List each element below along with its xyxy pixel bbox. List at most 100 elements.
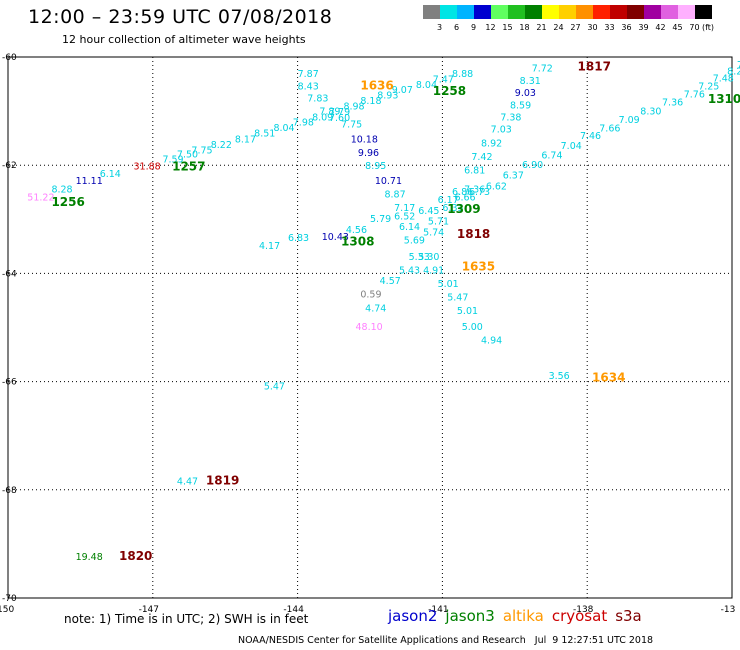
satellite-name: s3a xyxy=(615,607,642,625)
legend-swatch xyxy=(610,5,627,19)
wave-height-value: 7.75 xyxy=(191,145,212,156)
pass-time-label: 1636 xyxy=(360,78,393,92)
pass-time-label: 1308 xyxy=(341,234,374,248)
wave-height-value: 8.87 xyxy=(384,190,405,201)
pass-time-label: 1820 xyxy=(119,549,152,563)
pass-time-label: 1310 xyxy=(708,92,740,106)
wave-height-value: 6.86 xyxy=(452,187,473,198)
y-tick-label: -60 xyxy=(2,53,17,63)
wave-height-value: 8.95 xyxy=(365,161,386,172)
wave-height-value: 7.03 xyxy=(491,125,512,136)
legend-swatch xyxy=(423,5,440,19)
wave-height-value: 8.51 xyxy=(254,129,275,140)
wave-height-value: 6.81 xyxy=(464,165,485,176)
wave-height-value: 4.56 xyxy=(346,225,367,236)
wave-height-value: 0.59 xyxy=(360,290,381,301)
legend-swatch xyxy=(457,5,474,19)
legend-label: 24 xyxy=(553,23,564,32)
x-tick-label: -13 xyxy=(721,605,736,615)
wave-height-value: 6.14 xyxy=(100,169,121,180)
wave-height-value: 7.25 xyxy=(698,81,719,92)
x-tick-label: -144 xyxy=(283,605,304,615)
legend-label: 45 xyxy=(672,23,683,32)
pass-time-label: 1258 xyxy=(433,84,466,98)
wave-height-value: 7.47 xyxy=(433,74,454,85)
wave-height-value: 8.93 xyxy=(377,91,398,102)
wave-height-value: 7.46 xyxy=(580,131,601,142)
wave-height-value: 7.9 xyxy=(737,60,740,71)
satellite-name: jason3 xyxy=(445,607,495,625)
wave-height-value: 5.00 xyxy=(462,322,483,333)
legend-label: 27 xyxy=(570,23,581,32)
legend-label: 36 xyxy=(621,23,632,32)
pass-time-label: 1634 xyxy=(592,371,625,385)
wave-height-value: 7.09 xyxy=(619,115,640,126)
legend-swatch xyxy=(678,5,695,19)
legend-swatch xyxy=(627,5,644,19)
wave-height-value: 7.98 xyxy=(293,118,314,129)
x-tick-label: -150 xyxy=(0,605,14,615)
legend-swatch xyxy=(508,5,525,19)
wave-height-value: 8.18 xyxy=(360,96,381,107)
legend-label: 30 xyxy=(587,23,598,32)
wave-height-value: 7.42 xyxy=(471,152,492,163)
wave-height-value: 5.33 xyxy=(409,252,430,263)
wave-height-value: 8.31 xyxy=(520,76,541,87)
wave-height-value: 8.17 xyxy=(235,134,256,145)
pass-time-label: 1819 xyxy=(206,473,239,487)
wave-height-value: 6.33 xyxy=(442,203,463,214)
legend-label: 6 xyxy=(453,23,460,32)
legend-swatch xyxy=(491,5,508,19)
note-text: note: 1) Time is in UTC; 2) SWH is in fe… xyxy=(64,612,309,626)
wave-height-value: 5.47 xyxy=(264,382,285,393)
wave-height-value: 8.04 xyxy=(416,80,437,91)
wave-height-value: 8.43 xyxy=(298,81,319,92)
wave-height-value: 7.38 xyxy=(500,112,521,123)
wave-height-value: 4.47 xyxy=(177,476,198,487)
wave-height-value: 5.01 xyxy=(438,279,459,290)
wave-height-value: 9.03 xyxy=(515,88,536,99)
wave-height-value: 11.11 xyxy=(76,176,103,187)
y-tick-label: -68 xyxy=(2,486,17,496)
wave-height-value: 5.30 xyxy=(418,252,439,263)
legend-label: 70 xyxy=(689,23,700,32)
wave-height-value: 48.10 xyxy=(356,322,383,333)
wave-height-value: 7.50 xyxy=(177,150,198,161)
wave-height-value: 8.28 xyxy=(51,184,72,195)
x-tick-label: -147 xyxy=(139,605,159,615)
wave-height-value: 6.14 xyxy=(399,222,420,233)
wave-height-value: 6.66 xyxy=(454,192,475,203)
wave-height-value: 10.43 xyxy=(322,232,349,243)
wave-height-value: 7.79 xyxy=(329,107,350,118)
wave-height-value: 8.04 xyxy=(273,123,294,134)
wave-height-value: 4.17 xyxy=(259,241,280,252)
wave-height-value: 7.36 xyxy=(662,98,683,109)
wave-height-value: 8.92 xyxy=(481,138,502,149)
wave-height-value: 8.09 xyxy=(312,112,333,123)
wave-height-value: 7.36 xyxy=(464,184,485,195)
wave-height-value: 7.75 xyxy=(341,119,362,130)
y-tick-label: -70 xyxy=(2,594,17,604)
wave-height-value: 8.88 xyxy=(452,69,473,80)
wave-height-value: 7.72 xyxy=(532,64,553,75)
legend-label: 15 xyxy=(502,23,513,32)
legend-swatch xyxy=(525,5,542,19)
wave-height-value: 5.71 xyxy=(428,217,449,228)
wave-height-value: 8.98 xyxy=(343,101,364,112)
legend-swatch xyxy=(474,5,491,19)
wave-height-value: 7.48 xyxy=(713,73,734,84)
page-subtitle: 12 hour collection of altimeter wave hei… xyxy=(62,33,306,46)
wave-height-value: 5.79 xyxy=(370,214,391,225)
wave-height-value: 9.07 xyxy=(392,85,413,96)
wave-height-value: 7.83 xyxy=(307,93,328,104)
wave-height-value: 6.83 xyxy=(288,233,309,244)
wave-height-value: 51.22 xyxy=(27,192,54,203)
pass-time-label: 1818 xyxy=(457,227,490,241)
wave-height-value: 4.57 xyxy=(380,276,401,287)
wave-height-value: 8.22 xyxy=(211,140,232,151)
legend-label: 3 xyxy=(436,23,443,32)
satellite-name: jason2 xyxy=(388,607,438,625)
pass-time-label: 1257 xyxy=(172,160,205,174)
legend-label: 39 xyxy=(638,23,649,32)
